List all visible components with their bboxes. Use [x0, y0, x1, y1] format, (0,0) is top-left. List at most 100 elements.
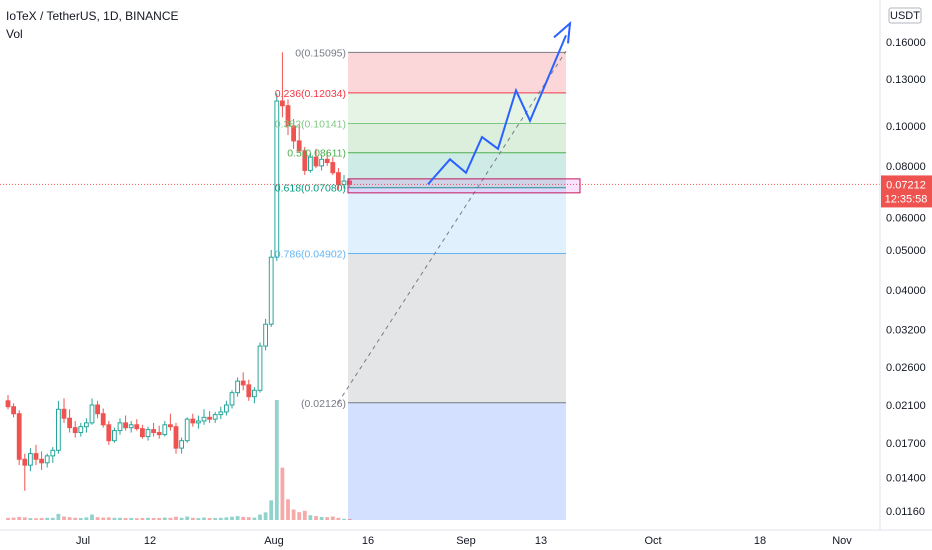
price-tick-label: 0.10000 — [886, 121, 926, 133]
candle-body — [5, 400, 11, 408]
volume-bar — [263, 512, 268, 520]
volume-bar — [314, 516, 318, 520]
candle-body — [50, 449, 56, 457]
volume-bar — [34, 518, 38, 520]
volume-bar — [62, 516, 66, 520]
volume-bar — [134, 518, 139, 520]
volume-bar — [274, 400, 279, 520]
volume-bar — [17, 516, 22, 520]
candle-body — [263, 323, 269, 347]
candle-body — [28, 453, 33, 466]
volume-bar — [280, 467, 285, 520]
candle-body — [229, 392, 235, 406]
volume-bar — [146, 517, 150, 520]
volume-bar — [190, 517, 195, 520]
volume-bar — [78, 518, 83, 520]
volume-bar — [291, 509, 296, 520]
candle-body — [123, 422, 128, 429]
candle-body — [274, 100, 280, 258]
candle-body — [207, 416, 212, 420]
volume-label: Vol — [6, 27, 23, 41]
candle-body — [291, 125, 297, 142]
price-tick-label: 0.03200 — [886, 325, 926, 337]
candle-body — [56, 408, 61, 451]
time-tick-label: 16 — [362, 535, 374, 547]
candle-body — [61, 408, 67, 419]
volume-bar — [151, 518, 156, 520]
fib-level-label: 0.786(0.04902) — [275, 248, 346, 260]
fib-level-label: 0.382(0.10141) — [275, 118, 346, 130]
candle-body — [78, 426, 84, 434]
volume-bar — [336, 517, 341, 520]
forecast-path — [427, 35, 567, 185]
candle-body — [313, 156, 319, 167]
candle-body — [145, 429, 151, 438]
candle-body — [179, 440, 184, 449]
fib-zone — [348, 253, 566, 403]
candle-body — [100, 413, 106, 426]
candle-body — [324, 158, 330, 164]
volume-bar — [319, 516, 324, 520]
price-tick-label: 0.05000 — [886, 245, 926, 257]
candle-body — [201, 416, 207, 422]
volume-bar — [56, 513, 61, 520]
candle-body — [285, 105, 291, 127]
candle-body — [246, 384, 252, 398]
volume-bar — [157, 518, 162, 520]
candle-body — [16, 413, 22, 460]
fib-zone — [348, 123, 566, 153]
fib-level-label: 0.5(0.08611) — [287, 148, 346, 160]
candle-body — [308, 156, 313, 171]
fib-zone-extension — [348, 402, 566, 520]
candle-body — [252, 389, 257, 398]
candle-body — [235, 380, 240, 394]
candle-body — [190, 418, 196, 424]
volume-bar — [162, 517, 167, 520]
volume-bar — [218, 517, 223, 520]
time-tick-label: 13 — [535, 535, 547, 547]
volume-bar — [252, 517, 257, 520]
price-tick-label: 0.06000 — [886, 212, 926, 224]
time-tick-label: Aug — [264, 535, 284, 547]
volume-bar — [179, 517, 184, 520]
volume-bar — [258, 514, 262, 520]
volume-bar — [90, 514, 94, 520]
price-tick-label: 0.01160 — [886, 506, 925, 518]
volume-bar — [123, 518, 128, 520]
volume-bar — [246, 517, 251, 520]
candle-body — [336, 172, 341, 186]
volume-bar — [347, 518, 352, 520]
fib-level-label: 0.236(0.12034) — [275, 88, 346, 100]
candle-body — [162, 424, 168, 436]
candle-body — [33, 453, 39, 460]
volume-bars — [6, 400, 352, 520]
volume-bar — [230, 516, 234, 520]
candle-body — [128, 424, 134, 429]
candle-body — [168, 424, 173, 428]
volume-bar — [342, 518, 346, 520]
price-tick-label: 0.16000 — [886, 37, 926, 49]
volume-bar — [241, 516, 246, 520]
price-tick-label: 0.01400 — [886, 472, 926, 484]
volume-bar — [213, 518, 218, 520]
candle-body — [106, 424, 112, 442]
candle-body — [39, 458, 45, 464]
candle-body — [134, 424, 140, 430]
volume-bar — [101, 517, 106, 520]
candle-body — [268, 256, 274, 325]
candle-body — [89, 404, 95, 424]
volume-bar — [106, 517, 111, 520]
candle-body — [84, 422, 89, 428]
price-tick-label: 0.01700 — [886, 438, 926, 450]
candle-body — [184, 418, 190, 442]
last-price-badge — [881, 175, 932, 208]
candle-body — [140, 428, 145, 438]
volume-bar — [302, 510, 307, 520]
countdown-label: 12:35:58 — [885, 193, 928, 205]
price-tick-label: 0.13000 — [886, 74, 926, 86]
time-tick-label: 18 — [754, 535, 766, 547]
overlay — [0, 20, 880, 404]
time-axis: Jul 12 Aug 16 Sep 13 Oct 18 Nov — [0, 529, 932, 547]
candle-body — [11, 406, 16, 415]
